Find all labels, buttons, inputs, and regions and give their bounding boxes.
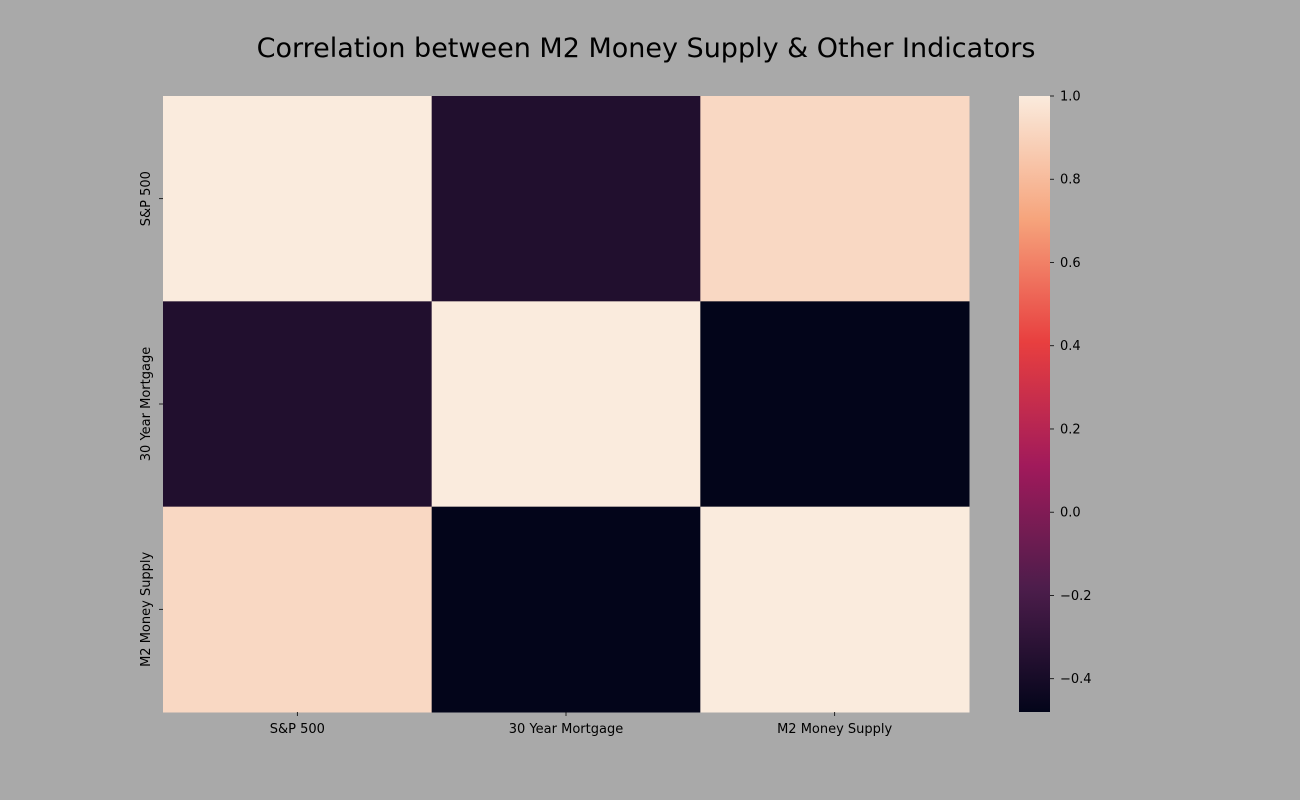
colorbar-tick-label: −0.2: [1060, 589, 1092, 604]
colorbar-tick-label: 1.0: [1060, 90, 1081, 105]
heatmap-cell: [431, 506, 701, 713]
heatmap-cell: [431, 301, 701, 508]
x-tick-label: 30 Year Mortgage: [509, 722, 623, 737]
colorbar-tick-label: 0.6: [1060, 256, 1081, 271]
y-tick-label: S&P 500: [139, 171, 154, 226]
x-tick-label: M2 Money Supply: [777, 722, 892, 737]
heatmap-cell: [163, 96, 433, 302]
y-tick-label: M2 Money Supply: [139, 551, 154, 666]
y-axis: S&P 500 30 Year Mortgage M2 Money Supply: [139, 171, 163, 667]
colorbar-bar: [1019, 96, 1050, 712]
colorbar-tick-label: −0.4: [1060, 672, 1092, 687]
chart-title: Correlation between M2 Money Supply & Ot…: [257, 33, 1036, 64]
x-tick-label: S&P 500: [270, 722, 325, 737]
heatmap-cell: [700, 301, 970, 508]
colorbar-tick-label: 0.2: [1060, 422, 1081, 437]
colorbar-tick-label: 0.4: [1060, 339, 1081, 354]
colorbar: 1.0 0.8 0.6 0.4 0.2 0.0 −0.2 −0.4: [1019, 90, 1092, 712]
colorbar-tick-label: 0.0: [1060, 506, 1081, 521]
heatmap-cell: [163, 301, 433, 508]
heatmap-cell: [700, 96, 970, 302]
y-tick-label: 30 Year Mortgage: [139, 347, 154, 461]
heatmap-cell: [431, 96, 701, 302]
x-axis: S&P 500 30 Year Mortgage M2 Money Supply: [270, 712, 893, 737]
colorbar-tick-label: 0.8: [1060, 173, 1081, 188]
heatmap-cells: [163, 96, 970, 713]
heatmap-cell: [700, 506, 970, 713]
heatmap-cell: [163, 506, 433, 713]
